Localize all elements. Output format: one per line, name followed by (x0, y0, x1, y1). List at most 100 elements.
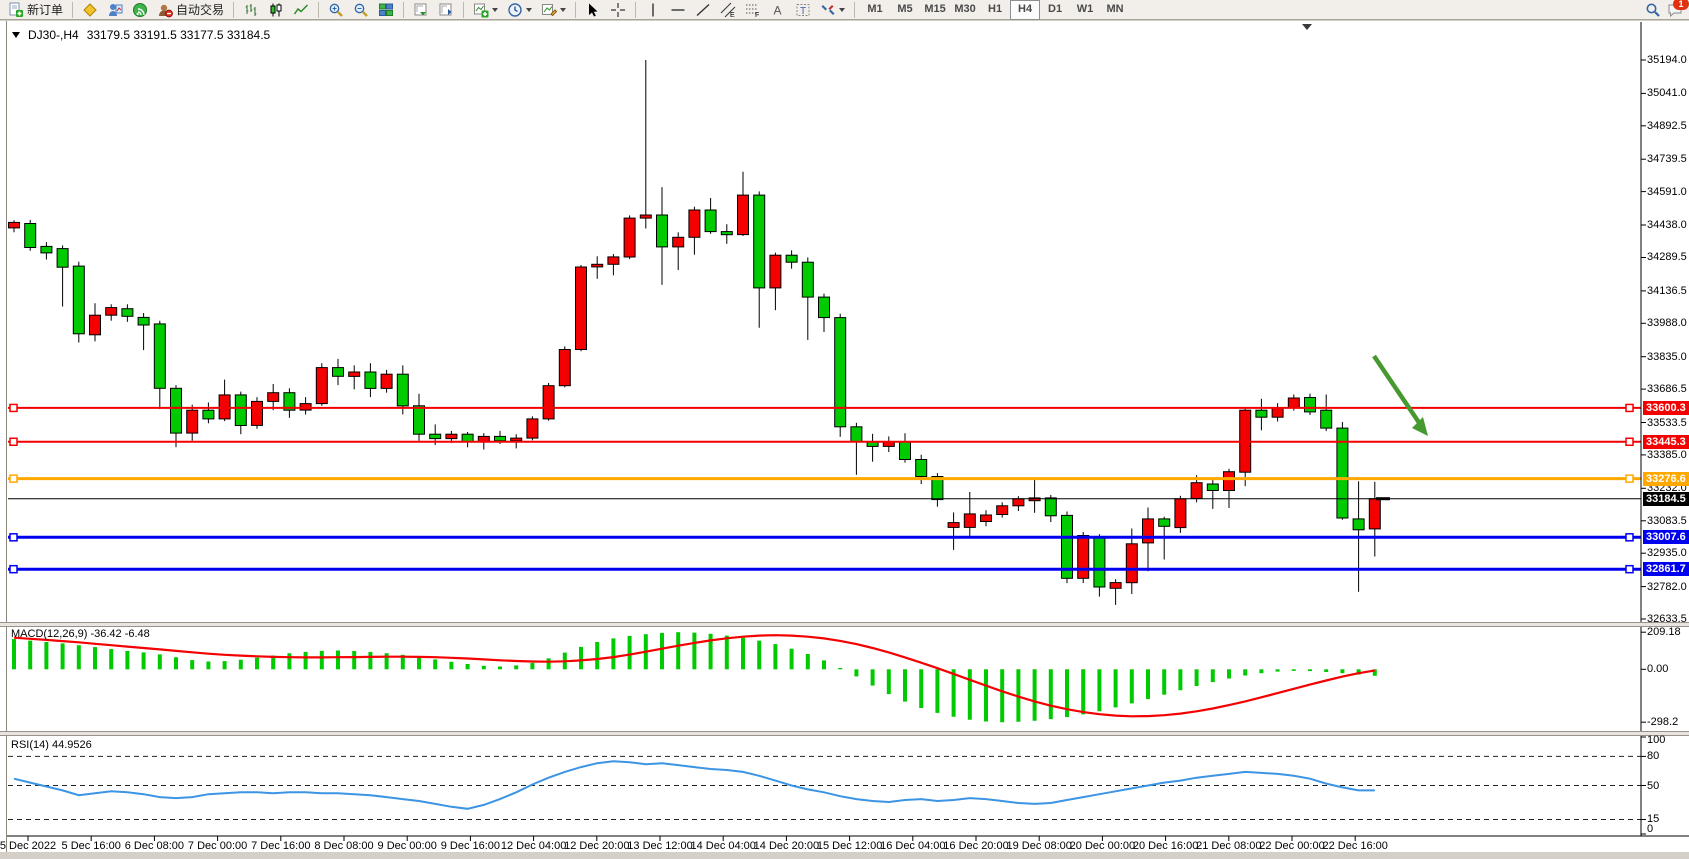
hline-price-tag: 33600.3 (1643, 400, 1689, 415)
terminal-button[interactable] (103, 0, 127, 20)
pane-splitter-macd[interactable] (0, 622, 1689, 627)
macd-scale-label: 0.00 (1647, 663, 1669, 676)
periods-icon (508, 2, 522, 17)
price-tick-label: 35041.0 (1647, 87, 1687, 100)
window-left-border (6, 21, 7, 852)
arrows-button[interactable] (816, 0, 849, 20)
new-chart-button[interactable] (469, 0, 502, 20)
text-icon: A (774, 3, 782, 17)
toolbar-separator (463, 1, 465, 18)
candlestick-chart-button[interactable] (264, 0, 288, 20)
time-tick-label: 7 Dec 16:00 (251, 840, 311, 852)
time-tick-label: 14 Dec 04:00 (690, 840, 756, 852)
hline-price-tag: 33276.6 (1643, 471, 1689, 486)
vertical-line-icon (652, 3, 654, 16)
hline-price-tag: 33445.3 (1643, 434, 1689, 449)
cascade-windows-button[interactable] (434, 0, 458, 20)
horizontal-line-objects[interactable] (8, 403, 1641, 574)
line-handle (9, 437, 18, 447)
timeframe-button-MN[interactable]: MN (1106, 2, 1124, 15)
rsi-scale-label: 0 (1647, 823, 1654, 835)
collapse-triangle-icon[interactable] (12, 32, 20, 42)
templates-button[interactable] (537, 0, 570, 20)
price-tick-label: 32935.0 (1647, 547, 1687, 560)
svg-text:T: T (800, 6, 806, 17)
toolbar-separator (72, 1, 74, 18)
time-tick-label: 20 Dec 16:00 (1132, 840, 1199, 852)
timeframe-button-D1[interactable]: D1 (1048, 2, 1063, 15)
channel-button[interactable]: E (716, 0, 740, 20)
zoom-out-button[interactable] (349, 0, 373, 20)
line-handle (1625, 564, 1634, 574)
line-handle (1625, 437, 1634, 447)
trendline-icon (696, 3, 710, 16)
text-button[interactable]: A (766, 0, 790, 20)
price-tick-label: 34289.5 (1647, 251, 1687, 264)
fibonacci-icon: F (746, 4, 759, 18)
chart-window (0, 21, 1689, 852)
macd-label: MACD(12,26,9) -36.42 -6.48 (11, 628, 150, 640)
crosshair-button[interactable] (606, 0, 630, 20)
text-label-button[interactable]: T (791, 0, 815, 20)
timeframe-button-H4[interactable]: H4 (1010, 0, 1041, 20)
toolbar-separator (575, 1, 577, 18)
time-tick-label: 12 Dec 20:00 (564, 840, 630, 852)
price-tick-label: 34892.5 (1647, 119, 1687, 132)
chat-button[interactable]: 1 (1667, 0, 1689, 18)
current-price-tag: 33184.5 (1643, 491, 1689, 506)
main-toolbar: 新订单 (0, 0, 1689, 20)
svg-text:E: E (730, 12, 735, 18)
timeframe-button-M5[interactable]: M5 (897, 2, 913, 15)
time-tick-label: 7 Dec 00:00 (187, 840, 248, 852)
chevron-down-icon (526, 8, 533, 15)
rsi-scale-label: 100 (1647, 734, 1666, 746)
zoom-in-icon (329, 3, 343, 17)
candlestick-series (8, 60, 1381, 605)
cursor-button[interactable] (581, 0, 605, 20)
toolbar-separator (635, 1, 637, 18)
timeframe-button-W1[interactable]: W1 (1076, 2, 1094, 15)
time-tick-label: 8 Dec 08:00 (314, 840, 374, 852)
price-tick-label: 33988.0 (1647, 317, 1687, 330)
rsi-label: RSI(14) 44.9526 (11, 739, 92, 751)
timeframe-button-M30[interactable]: M30 (954, 2, 976, 15)
metaeditor-icon (83, 2, 97, 17)
bar-chart-button[interactable] (239, 0, 263, 20)
arrowhead-icon (1412, 417, 1428, 436)
metaeditor-button[interactable] (78, 0, 102, 20)
fibonacci-button[interactable]: F (741, 0, 765, 20)
rsi-line (13, 760, 1375, 810)
line-chart-icon (293, 3, 309, 14)
line-chart-button[interactable] (289, 0, 313, 20)
cascade-windows-icon (439, 3, 452, 15)
search-icon[interactable] (1645, 2, 1661, 18)
pane-splitter-rsi[interactable] (0, 731, 1689, 736)
trend-arrow-annotation[interactable] (1372, 354, 1428, 436)
timeframe-button-M1[interactable]: M1 (867, 2, 883, 15)
text-label-icon: T (796, 3, 810, 17)
chart-shift-marker[interactable] (1302, 24, 1312, 35)
time-tick-label: 9 Dec 16:00 (440, 840, 501, 852)
horizontal-line-button[interactable] (666, 0, 690, 20)
arrange-windows-button[interactable] (409, 0, 433, 20)
time-tick-label: 16 Dec 04:00 (880, 840, 946, 852)
templates-icon (542, 3, 558, 16)
vertical-line-button[interactable] (641, 0, 665, 20)
time-tick-label: 6 Dec 08:00 (124, 840, 185, 852)
auto-trading-button[interactable]: 自动交易 (153, 0, 228, 20)
new-order-button[interactable]: 新订单 (4, 0, 67, 20)
timeframe-button-H1[interactable]: H1 (988, 2, 1003, 15)
zoom-in-button[interactable] (324, 0, 348, 20)
time-tick-label: 19 Dec 08:00 (1006, 840, 1072, 852)
new-order-icon (9, 2, 23, 17)
price-tick-label: 34438.0 (1647, 219, 1687, 232)
signals-button[interactable] (128, 0, 152, 20)
time-tick-label: 12 Dec 04:00 (500, 840, 567, 852)
periods-button[interactable] (503, 0, 536, 20)
trendline-button[interactable] (691, 0, 715, 20)
tile-windows-button[interactable] (374, 0, 398, 20)
rsi-scale-label: 80 (1647, 750, 1660, 763)
macd-scale-label: -298.2 (1647, 716, 1679, 729)
timeframe-button-M15[interactable]: M15 (924, 2, 946, 15)
